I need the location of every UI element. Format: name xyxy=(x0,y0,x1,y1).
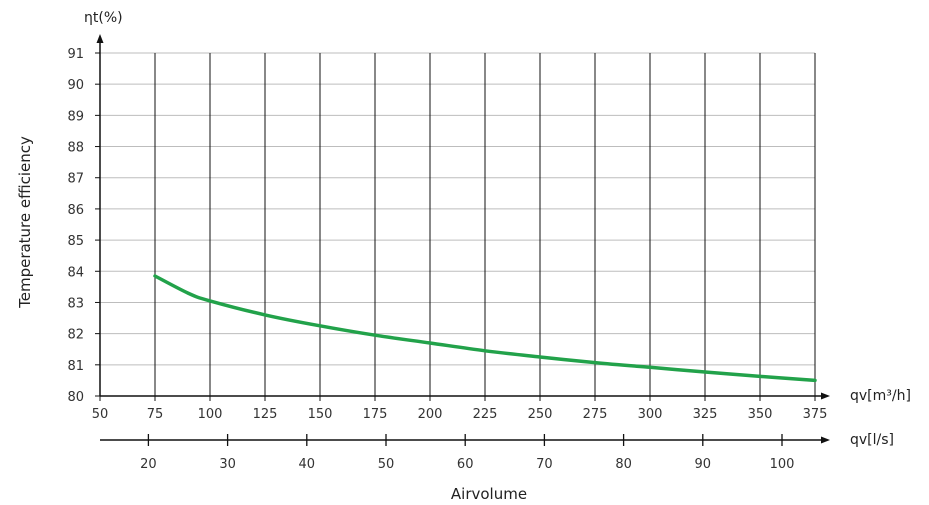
x-tick-label: 375 xyxy=(803,407,828,422)
y-tick-label: 88 xyxy=(67,141,84,156)
x-tick-label: 250 xyxy=(528,407,553,422)
y-tick-label: 91 xyxy=(67,47,84,62)
x2-tick-label: 50 xyxy=(378,457,395,472)
y-unit-label: ηt(%) xyxy=(84,10,123,26)
x-tick-label: 225 xyxy=(473,407,498,422)
x2-tick-label: 70 xyxy=(536,457,553,472)
x-tick-label: 50 xyxy=(92,407,109,422)
grid-lines xyxy=(100,52,816,396)
x2-axis-arrow xyxy=(821,436,830,444)
x-tick-label: 350 xyxy=(748,407,773,422)
x-tick-label: 125 xyxy=(253,407,278,422)
x-tick-label: 275 xyxy=(583,407,608,422)
x2-tick-label: 80 xyxy=(615,457,632,472)
y-tick-label: 89 xyxy=(67,109,84,124)
x2-tick-label: 90 xyxy=(695,457,712,472)
x2-ticks: 20 30 40 50 60 70 80 90 100 xyxy=(140,434,794,472)
x-tick-label: 100 xyxy=(198,407,223,422)
x-axis-arrow xyxy=(821,392,830,400)
y-tick-label: 90 xyxy=(67,78,84,93)
x-tick-label: 325 xyxy=(693,407,718,422)
axes xyxy=(96,34,830,444)
y-tick-label: 80 xyxy=(67,390,84,405)
y-tick-label: 87 xyxy=(67,172,84,187)
y-tick-label: 85 xyxy=(67,234,84,249)
series-group xyxy=(153,274,817,383)
x-axis-title: Airvolume xyxy=(451,485,527,503)
y-tick-label: 86 xyxy=(67,203,84,218)
x-tick-label: 300 xyxy=(638,407,663,422)
x2-tick-label: 30 xyxy=(219,457,236,472)
y-axis-arrow xyxy=(96,34,104,43)
x-tick-labels: 50 75 100 125 150 175 200 225 250 275 300 325 350 375 xyxy=(92,396,828,422)
y-tick-label: 83 xyxy=(67,296,84,311)
y-tick-label: 82 xyxy=(67,328,84,343)
x2-tick-label: 100 xyxy=(770,457,795,472)
x-tick-label: 200 xyxy=(418,407,443,422)
x2-tick-label: 40 xyxy=(299,457,316,472)
x-tick-label: 175 xyxy=(363,407,388,422)
x-tick-label: 75 xyxy=(147,407,164,422)
x2-tick-label: 20 xyxy=(140,457,157,472)
x-secondary-unit-label: qv[l/s] xyxy=(850,432,894,448)
y-tick-label: 84 xyxy=(67,265,84,280)
x2-tick-label: 60 xyxy=(457,457,474,472)
x-tick-label: 150 xyxy=(308,407,333,422)
y-tick-label: 81 xyxy=(67,359,84,374)
efficiency-series-line xyxy=(153,274,817,383)
x-primary-unit-label: qv[m³/h] xyxy=(850,388,911,404)
y-axis-title: Temperature efficiency xyxy=(16,136,34,309)
y-tick-labels: 80 81 82 83 84 85 86 87 88 89 90 91 xyxy=(67,47,100,405)
